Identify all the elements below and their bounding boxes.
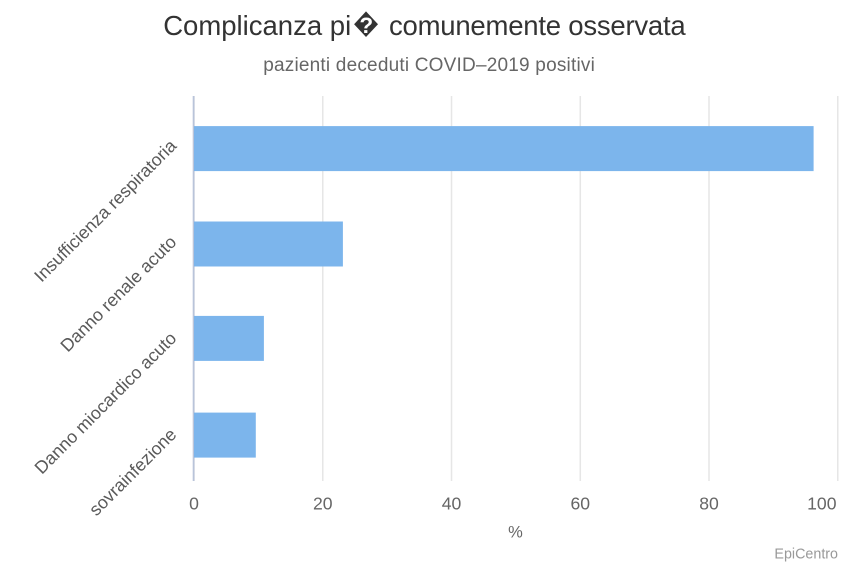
svg-text:40: 40 <box>442 494 462 514</box>
svg-text:100: 100 <box>807 494 837 514</box>
svg-text:%: % <box>508 523 523 541</box>
svg-text:comunemente osservata: comunemente osservata <box>389 10 686 41</box>
svg-text:20: 20 <box>313 494 333 514</box>
svg-text:80: 80 <box>699 494 719 514</box>
svg-text:?: ? <box>359 13 373 38</box>
svg-text:0: 0 <box>189 494 199 514</box>
svg-text:60: 60 <box>570 494 590 514</box>
svg-text:Complicanza pi: Complicanza pi <box>163 10 351 41</box>
svg-text:pazienti deceduti COVID–2019 p: pazienti deceduti COVID–2019 positivi <box>263 55 595 76</box>
svg-text:EpiCentro: EpiCentro <box>774 547 838 563</box>
